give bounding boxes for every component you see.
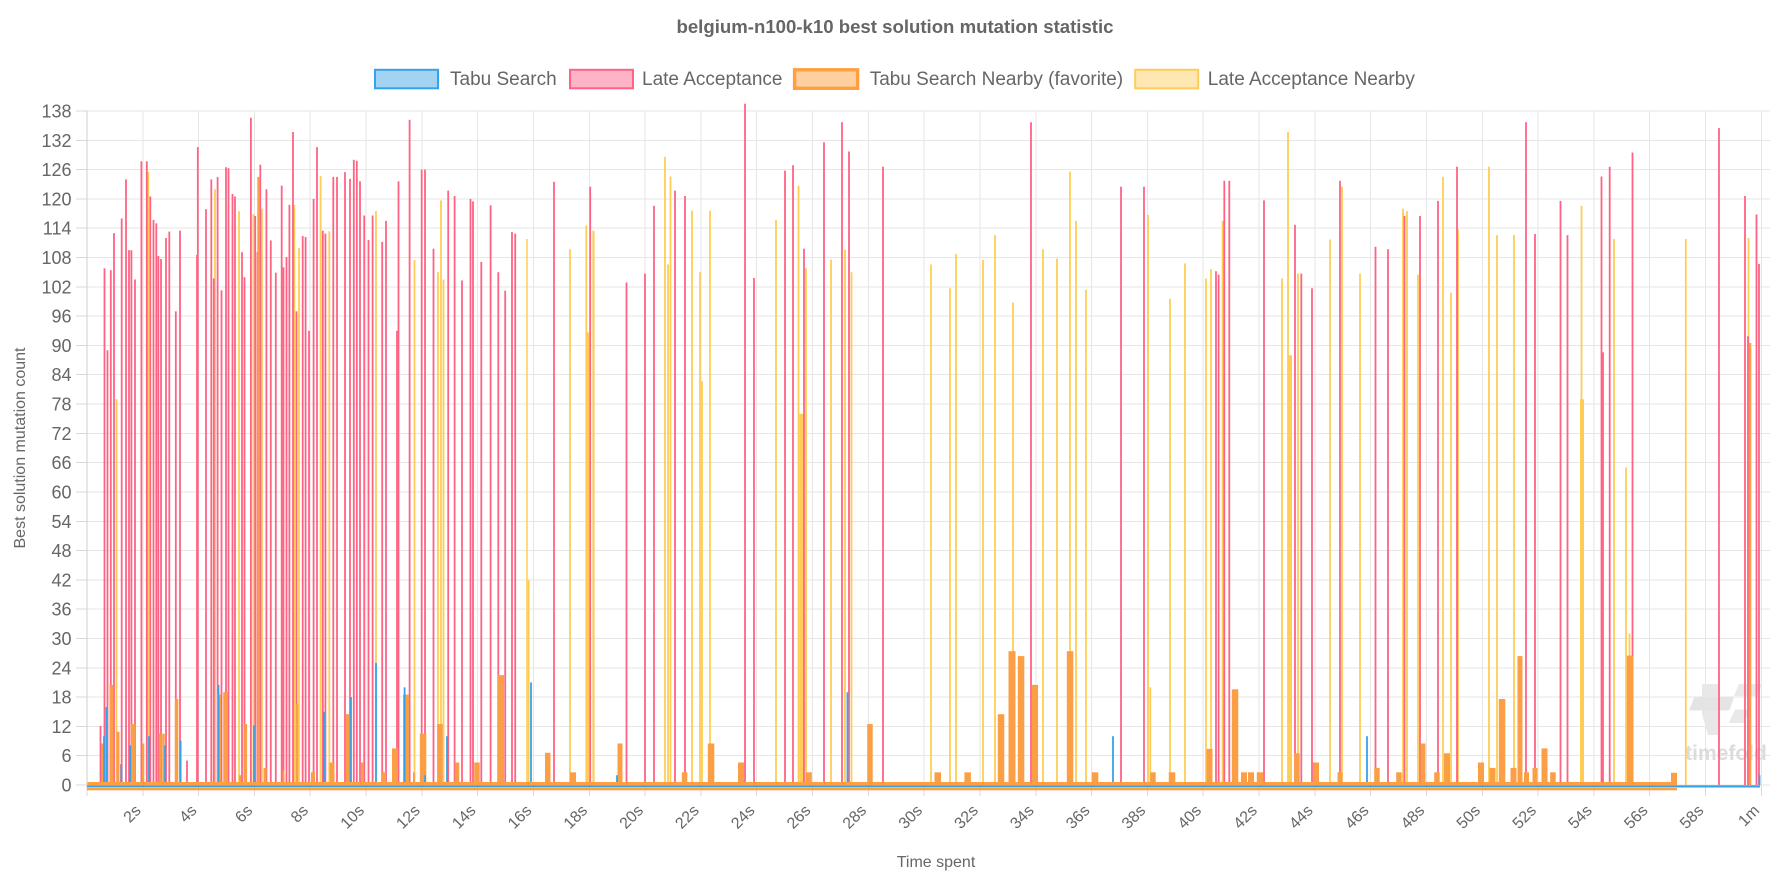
svg-text:Late Acceptance Nearby: Late Acceptance Nearby (1208, 69, 1416, 90)
svg-text:Time spent: Time spent (897, 854, 976, 871)
svg-text:54: 54 (51, 512, 71, 532)
svg-text:Late Acceptance: Late Acceptance (642, 69, 783, 90)
svg-text:138: 138 (41, 102, 71, 122)
svg-text:96: 96 (51, 307, 71, 327)
svg-text:30: 30 (51, 629, 71, 649)
svg-text:Best solution mutation count: Best solution mutation count (12, 347, 29, 549)
svg-text:66: 66 (51, 453, 71, 473)
svg-text:114: 114 (43, 219, 72, 239)
svg-text:Tabu Search: Tabu Search (450, 69, 557, 90)
svg-text:belgium-n100-k10 best solution: belgium-n100-k10 best solution mutation … (676, 16, 1113, 37)
svg-text:Tabu Search Nearby (favorite): Tabu Search Nearby (favorite) (870, 69, 1123, 90)
svg-text:42: 42 (51, 570, 71, 590)
svg-text:72: 72 (51, 424, 71, 444)
svg-text:90: 90 (51, 336, 71, 356)
svg-text:0: 0 (61, 776, 71, 796)
svg-text:6: 6 (61, 746, 71, 766)
svg-text:84: 84 (51, 365, 71, 385)
svg-text:36: 36 (51, 600, 71, 620)
svg-text:120: 120 (41, 189, 71, 209)
svg-text:108: 108 (41, 248, 71, 268)
svg-text:12: 12 (51, 717, 71, 737)
svg-text:timefold: timefold (1685, 742, 1767, 765)
svg-text:102: 102 (41, 277, 71, 297)
svg-text:132: 132 (41, 131, 71, 151)
svg-text:126: 126 (41, 160, 71, 180)
svg-text:48: 48 (51, 541, 71, 561)
svg-text:60: 60 (51, 483, 71, 503)
svg-text:18: 18 (51, 688, 71, 708)
svg-text:78: 78 (51, 395, 71, 415)
svg-text:24: 24 (51, 658, 71, 678)
